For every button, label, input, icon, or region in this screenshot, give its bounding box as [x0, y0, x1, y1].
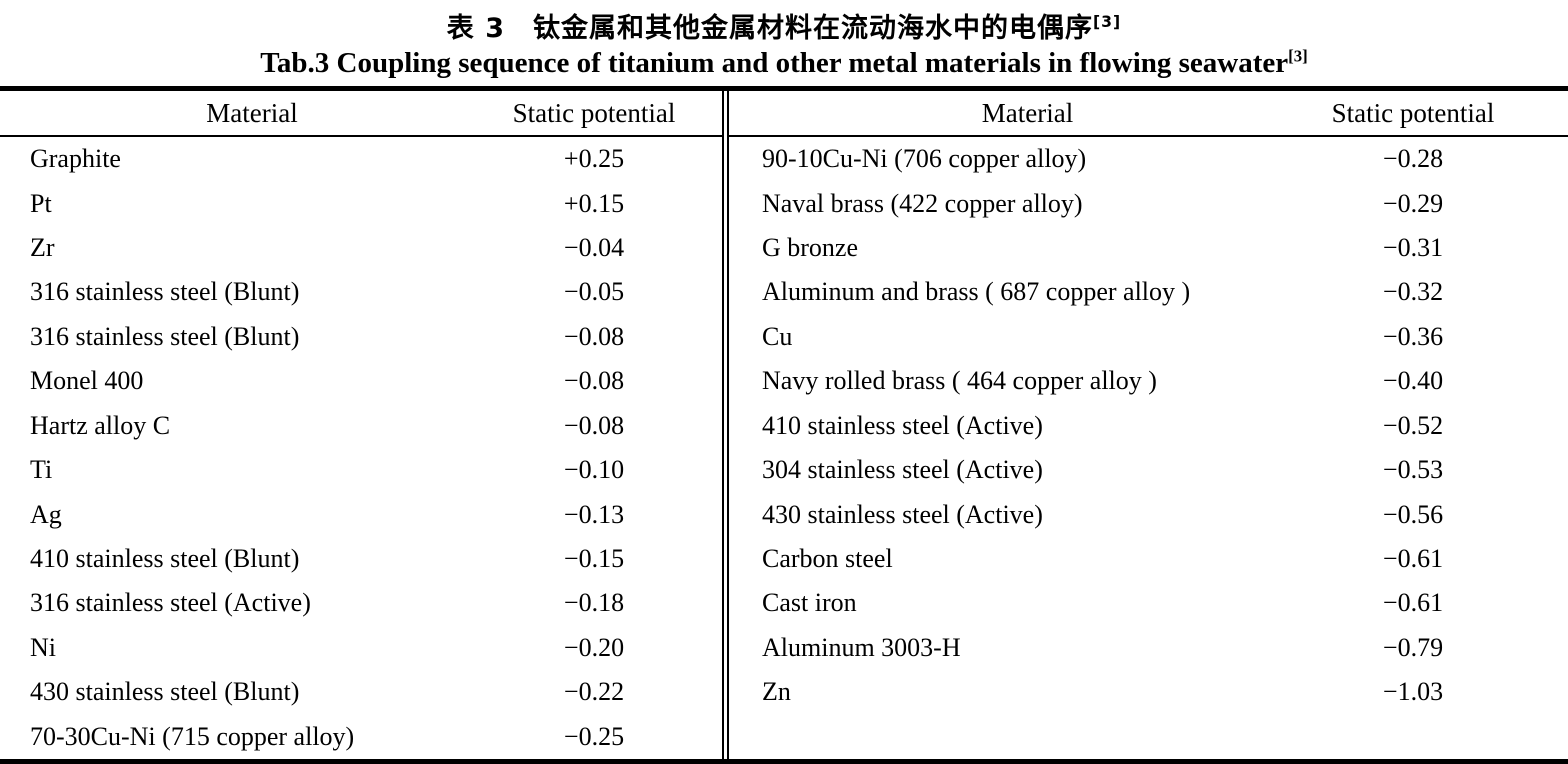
potential-cell: −0.08	[563, 410, 625, 440]
potential-cell: −0.08	[563, 321, 625, 351]
table-row: Cu −0.36	[729, 315, 1568, 359]
table-header-row: Material Static potential	[729, 91, 1568, 137]
material-cell: Zr	[30, 233, 55, 263]
table-row-empty	[729, 715, 1568, 759]
material-cell: 70-30Cu-Ni (715 copper alloy)	[30, 721, 355, 751]
material-cell: Pt	[30, 188, 52, 218]
potential-cell: −0.10	[563, 455, 625, 485]
table-row: 430 stainless steel (Blunt) −0.22	[0, 670, 722, 714]
material-cell: 410 stainless steel (Blunt)	[30, 544, 300, 574]
table-row: Graphite +0.25	[0, 137, 722, 181]
material-column-header: Material	[981, 97, 1074, 128]
potential-cell: −0.61	[1382, 588, 1444, 618]
potential-cell: −0.32	[1382, 277, 1444, 307]
table-row: 316 stainless steel (Blunt) −0.05	[0, 270, 722, 314]
material-cell: Ag	[30, 499, 62, 529]
table-row: 410 stainless steel (Blunt) −0.15	[0, 537, 722, 581]
table-header-row: Material Static potential	[0, 91, 722, 137]
table-row: Ni −0.20	[0, 626, 722, 670]
table-row: 70-30Cu-Ni (715 copper alloy) −0.25	[0, 715, 722, 759]
table-caption-chinese: 表 3 钛金属和其他金属材料在流动海水中的电偶序[3]	[0, 0, 1568, 45]
material-cell: 90-10Cu-Ni (706 copper alloy)	[762, 144, 1087, 174]
table-row: Aluminum 3003-H −0.79	[729, 626, 1568, 670]
material-cell: G bronze	[762, 233, 859, 263]
table-row: 304 stainless steel (Active) −0.53	[729, 448, 1568, 492]
table-row: Zn −1.03	[729, 670, 1568, 714]
coupling-sequence-table: Material Static potential Graphite +0.25 …	[0, 86, 1568, 764]
table-row: Monel 400 −0.08	[0, 359, 722, 403]
material-cell: Cast iron	[762, 588, 857, 618]
potential-cell: −0.28	[1382, 144, 1444, 174]
material-cell: Zn	[762, 677, 791, 707]
table-caption-english: Tab.3 Coupling sequence of titanium and …	[0, 47, 1568, 80]
table-row: Zr −0.04	[0, 226, 722, 270]
static-potential-column-header: Static potential	[512, 97, 676, 128]
table-row: Ti −0.10	[0, 448, 722, 492]
potential-cell: +0.15	[563, 188, 625, 218]
material-cell: 316 stainless steel (Blunt)	[30, 277, 300, 307]
table-right-body: 90-10Cu-Ni (706 copper alloy) −0.28 Naval…	[729, 137, 1568, 759]
caption-en-reference: [3]	[1288, 46, 1308, 66]
potential-cell: −0.61	[1382, 544, 1444, 574]
table-right-panel: Material Static potential 90-10Cu-Ni (70…	[722, 91, 1568, 759]
material-cell: 316 stainless steel (Blunt)	[30, 321, 300, 351]
potential-cell: −0.08	[563, 366, 625, 396]
table-row: 316 stainless steel (Blunt) −0.08	[0, 315, 722, 359]
table-row: 316 stainless steel (Active) −0.18	[0, 581, 722, 625]
table-row: Ag −0.13	[0, 492, 722, 536]
material-cell: Aluminum 3003-H	[762, 632, 961, 662]
material-cell: Cu	[762, 321, 793, 351]
material-cell: Naval brass (422 copper alloy)	[762, 188, 1083, 218]
potential-cell: −0.20	[563, 632, 625, 662]
table-left-panel: Material Static potential Graphite +0.25 …	[0, 91, 722, 759]
table-row: Carbon steel −0.61	[729, 537, 1568, 581]
material-cell: Ni	[30, 632, 56, 662]
potential-cell: −0.18	[563, 588, 625, 618]
table-row: G bronze −0.31	[729, 226, 1568, 270]
potential-cell: −0.79	[1382, 632, 1444, 662]
potential-cell: −0.31	[1382, 233, 1444, 263]
static-potential-column-header: Static potential	[1331, 97, 1495, 128]
material-cell: 316 stainless steel (Active)	[30, 588, 311, 618]
table-row: 90-10Cu-Ni (706 copper alloy) −0.28	[729, 137, 1568, 181]
material-cell: 304 stainless steel (Active)	[762, 455, 1043, 485]
material-cell: Monel 400	[30, 366, 144, 396]
material-cell: 430 stainless steel (Active)	[762, 499, 1043, 529]
potential-cell: −0.40	[1382, 366, 1444, 396]
potential-cell: −0.29	[1382, 188, 1444, 218]
material-column-header: Material	[206, 97, 298, 128]
caption-zh-reference: [3]	[1092, 12, 1122, 31]
material-cell: 410 stainless steel (Active)	[762, 410, 1043, 440]
table-row: Hartz alloy C −0.08	[0, 404, 722, 448]
material-cell: Carbon steel	[762, 544, 893, 574]
caption-zh-text: 表 3 钛金属和其他金属材料在流动海水中的电偶序	[446, 13, 1093, 44]
material-cell: 430 stainless steel (Blunt)	[30, 677, 300, 707]
potential-cell: −0.36	[1382, 321, 1444, 351]
potential-cell: +0.25	[563, 144, 625, 174]
table-row: Cast iron −0.61	[729, 581, 1568, 625]
potential-cell: −0.25	[563, 721, 625, 751]
material-cell: Graphite	[30, 144, 121, 174]
table-row: Pt +0.15	[0, 181, 722, 225]
material-cell: Navy rolled brass ( 464 copper alloy )	[762, 366, 1157, 396]
potential-cell: −0.05	[563, 277, 625, 307]
potential-cell: −1.03	[1382, 677, 1444, 707]
potential-cell: −0.13	[563, 499, 625, 529]
potential-cell: −0.56	[1382, 499, 1444, 529]
potential-cell: −0.22	[563, 677, 625, 707]
material-cell: Aluminum and brass ( 687 copper alloy )	[762, 277, 1191, 307]
table-row: Navy rolled brass ( 464 copper alloy ) −0…	[729, 359, 1568, 403]
potential-cell: −0.15	[563, 544, 625, 574]
caption-en-text: Tab.3 Coupling sequence of titanium and …	[260, 47, 1289, 79]
table-row: Aluminum and brass ( 687 copper alloy ) −…	[729, 270, 1568, 314]
potential-cell: −0.04	[563, 233, 625, 263]
material-cell: Ti	[30, 455, 53, 485]
table-row: 430 stainless steel (Active) −0.56	[729, 492, 1568, 536]
table-row: 410 stainless steel (Active) −0.52	[729, 404, 1568, 448]
potential-cell: −0.52	[1382, 410, 1444, 440]
material-cell: Hartz alloy C	[30, 410, 171, 440]
table-row: Naval brass (422 copper alloy) −0.29	[729, 181, 1568, 225]
table-left-body: Graphite +0.25 Pt +0.15 Zr −0.04 316 stainl…	[0, 137, 722, 759]
potential-cell: −0.53	[1382, 455, 1444, 485]
